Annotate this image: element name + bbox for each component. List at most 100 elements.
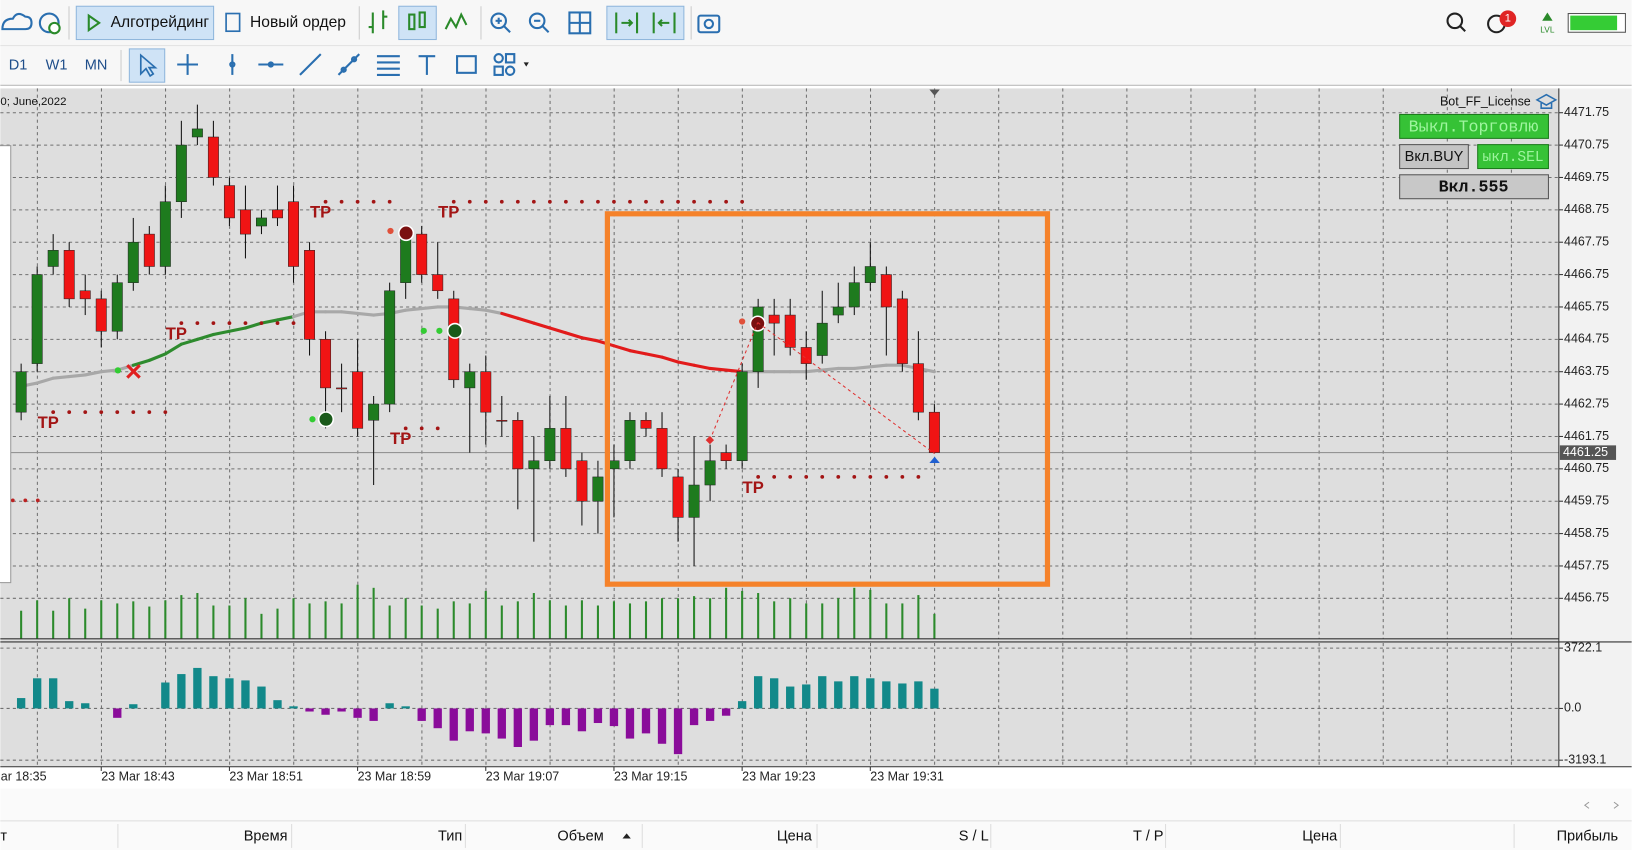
y-tick-label: 4468.75 [1564,202,1609,216]
candle-body [544,428,556,462]
zoom-out-icon[interactable] [528,12,550,33]
moving-average [644,352,664,359]
candle-body [63,250,75,300]
screenshot-icon[interactable] [697,14,721,34]
period-button[interactable]: W1 [46,57,68,73]
column-header[interactable]: Тип [438,828,462,844]
indicator-bar [689,708,699,726]
candle-body [400,233,412,283]
moving-average [404,307,424,312]
panel-title: Bot_FF_License [1440,94,1531,108]
signals-icon[interactable] [38,12,61,35]
signals [10,224,940,503]
dropdown-arrow[interactable] [523,62,529,67]
indicator-bar [33,678,42,709]
candle-body [640,420,652,429]
candle-body [560,428,572,470]
moving-average [179,337,199,346]
candle-body [432,274,444,292]
tp-dot [435,426,440,431]
candle-icon [408,11,426,31]
moving-average [83,370,103,377]
tp-dot [467,199,472,204]
tp-dot [51,410,56,415]
candle-body [272,209,283,219]
column-header[interactable]: Цена [1302,828,1338,844]
tile-icon[interactable] [568,11,592,35]
candle-body [47,250,59,267]
line-chart-icon[interactable] [444,12,468,30]
candle-body [576,460,588,502]
column-header[interactable]: Время [244,828,288,844]
y-tick-label: 4470.75 [1564,137,1609,151]
tp-dot [131,410,136,415]
indicator-bar [49,678,58,709]
toolbar [0,0,1632,46]
column-header[interactable]: Прибыль [1557,828,1619,844]
column-header[interactable]: S / L [959,828,989,844]
sort-arrow[interactable] [622,833,631,839]
sell-off-button[interactable] [1477,144,1549,170]
y-tick-label: 4467.75 [1564,235,1609,249]
indicator-bar [305,708,314,712]
tp-dot [884,475,889,479]
indicator-bar [577,708,587,732]
candle-body [704,460,716,486]
shift-marker [929,89,940,96]
bar-chart-icon[interactable] [368,10,388,34]
candle-body [832,306,844,316]
drawing-tools[interactable] [177,53,516,76]
search-icon[interactable] [1446,12,1466,32]
candle-body [928,411,940,453]
indicator-bar [561,708,571,726]
tp-dot [387,199,392,204]
indicator-bar [513,708,522,747]
indicator-bar [545,708,555,726]
tp-dot [868,475,873,479]
candle-chart-button[interactable] [398,5,437,41]
column-header[interactable]: Цена [777,828,813,844]
x-tick-label: 23 Mar 18:35 [0,769,47,783]
tp-dot [531,199,536,204]
buy-on-button[interactable] [1399,144,1469,170]
column-header[interactable]: T / P [1133,828,1163,844]
period-button[interactable]: MN [85,57,108,73]
indicator-bar [257,686,266,709]
indicator-bar [177,674,186,709]
tp-dot [916,475,921,479]
scroll-arrows[interactable] [1583,801,1620,809]
plot: 4461.25 TP TP TP TP TP TP [0,104,1617,755]
y-tick-label: 0.0 [1564,701,1581,715]
x-tick-label: 23 Mar 18:43 [101,769,175,783]
tp-dot [147,410,152,415]
column-header[interactable]: т [0,828,7,844]
candle-body [912,363,924,413]
column-header[interactable]: Объем [557,828,603,844]
tp-dot [547,199,552,204]
scroll-buttons[interactable] [606,5,685,41]
indicator-bar [241,680,250,709]
indicator-bar [737,701,747,709]
indicator-bar [289,706,298,709]
indicator-bar [786,686,795,709]
candle-body [304,250,315,340]
moving-average [131,358,151,367]
cloud-icon[interactable] [1,12,33,31]
trade-off-button[interactable] [1399,113,1549,139]
indicator-bar [369,708,378,721]
indicator-bar [113,708,122,718]
zoom-in-icon[interactable] [490,12,511,33]
indicator-bar [65,701,74,709]
y-tick-label: 4459.75 [1564,494,1609,508]
account-icon[interactable] [1487,10,1517,34]
indicator-bar [225,678,234,709]
tp-dot [900,475,905,479]
moving-average [51,375,71,380]
y-tick-label: 4462.75 [1564,396,1609,410]
cursor-button[interactable] [128,48,166,83]
highlight-box [604,211,1051,587]
indicator-bar [81,703,90,709]
period-button[interactable]: D1 [9,57,28,73]
btn-555[interactable] [1399,174,1549,200]
